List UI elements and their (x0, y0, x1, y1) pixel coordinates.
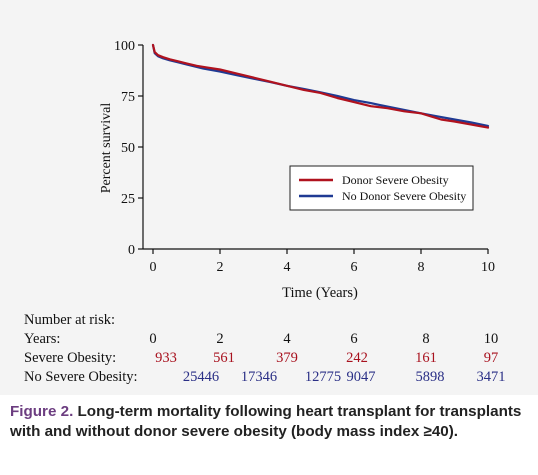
risk-count: 5898 (415, 369, 445, 385)
risk-table-header-row: Number at risk: (0, 312, 538, 330)
risk-year: 8 (422, 331, 430, 347)
figure-label: Figure 2. (10, 403, 74, 420)
y-tick-label: 50 (121, 141, 135, 156)
x-tick-label: 6 (351, 260, 358, 275)
risk-year: 6 (350, 331, 358, 347)
figure-panel: 0 25 50 75 100 0 2 4 6 8 10 Percent survival Time … (0, 0, 538, 395)
x-axis-label: Time (Years) (282, 285, 358, 300)
risk-count: 9047 (346, 369, 376, 385)
y-tick-label: 0 (128, 243, 135, 258)
y-tick-label: 75 (121, 90, 135, 105)
caption-text: Long-term mortality following heart tran… (10, 403, 522, 440)
risk-year: 2 (216, 331, 224, 347)
risk-table-header: Number at risk: (24, 312, 116, 328)
figure-caption: Figure 2. Long-term mortality following … (10, 402, 532, 442)
legend-label-donor-nonobese: No Donor Severe Obesity (342, 189, 466, 203)
risk-year: 0 (149, 331, 157, 347)
risk-count: 17346 (240, 369, 278, 385)
risk-row-label: Severe Obesity: (24, 350, 117, 366)
risk-count: 25446 (182, 369, 220, 385)
chart-series (151, 43, 490, 129)
risk-year: 10 (483, 331, 499, 347)
risk-count: 97 (483, 350, 499, 366)
risk-table-obese-row: Severe Obesity: 933 561 379 242 161 97 (0, 350, 538, 368)
x-tick-label: 8 (418, 260, 425, 275)
chart-legend: Donor Severe Obesity No Donor Severe Obe… (289, 165, 474, 211)
y-tick-label: 100 (114, 39, 135, 54)
chart-ticks: 0 25 50 75 100 0 2 4 6 8 10 (114, 39, 495, 275)
risk-table-years-row: Years: 0 2 4 6 8 10 (0, 331, 538, 349)
survival-chart: 0 25 50 75 100 0 2 4 6 8 10 Percent survival Time … (99, 39, 495, 300)
legend-label-donor-obese: Donor Severe Obesity (342, 173, 449, 187)
risk-count: 933 (155, 350, 177, 366)
risk-count: 379 (276, 350, 298, 366)
series-line-donor-obese (151, 43, 490, 129)
y-axis-label: Percent survival (99, 103, 114, 194)
series-line-donor-nonobese (151, 43, 490, 128)
risk-count: 161 (415, 350, 437, 366)
risk-count: 242 (346, 350, 368, 366)
risk-years-label: Years: (24, 331, 61, 347)
risk-table-nonobese-row: No Severe Obesity: 25446 17346 12775 904… (0, 369, 538, 387)
x-tick-label: 0 (150, 260, 157, 275)
risk-count: 561 (213, 350, 235, 366)
x-tick-label: 4 (284, 260, 291, 275)
risk-row-label: No Severe Obesity: (24, 369, 138, 385)
x-tick-label: 2 (217, 260, 224, 275)
y-tick-label: 25 (121, 192, 135, 207)
x-tick-label: 10 (481, 260, 495, 275)
risk-year: 4 (283, 331, 291, 347)
chart-axes (142, 45, 488, 250)
risk-count: 12775 (304, 369, 342, 385)
risk-count: 3471 (476, 369, 506, 385)
legend-box (289, 165, 474, 211)
